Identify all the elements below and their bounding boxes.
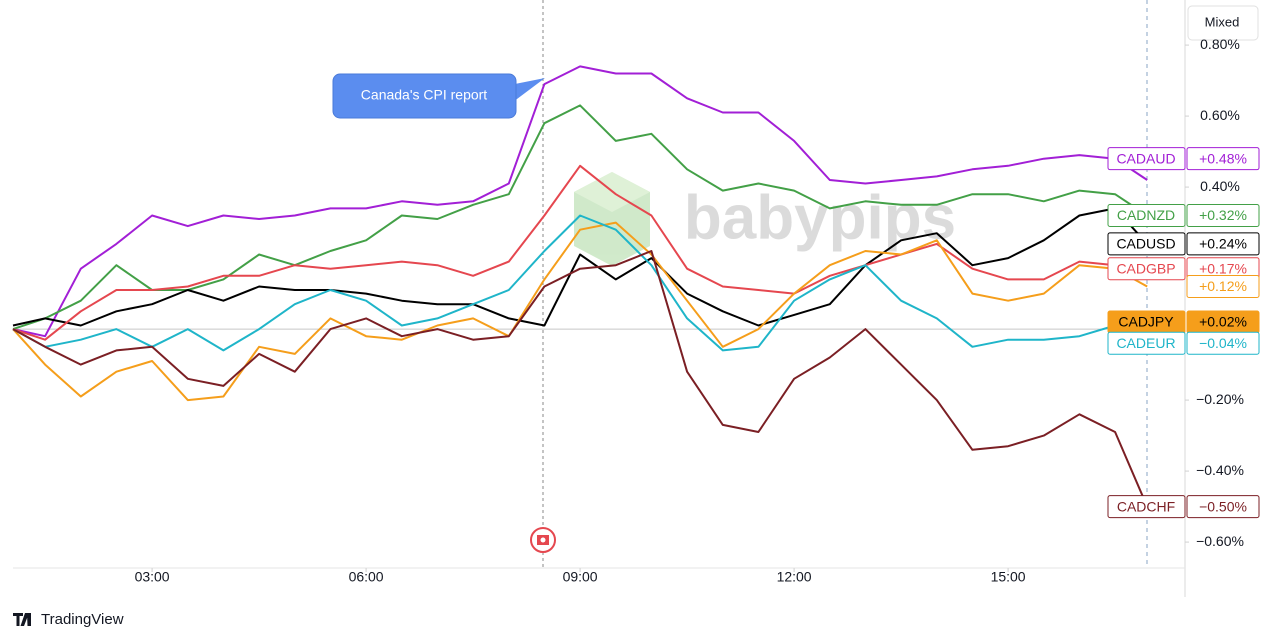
brand-logo [13,613,31,626]
badge-name: CADUSD [1116,236,1175,252]
scale-mode-button[interactable] [1187,5,1259,41]
series-line [12,104,1148,331]
badge-value-box [1186,274,1260,298]
callout-box [332,73,517,119]
x-tick-label: 09:00 [563,569,598,585]
scale-mode[interactable]: Mixed [1205,14,1240,29]
y-tick-label: 0.60% [1200,107,1240,123]
callout-text: Canada's CPI report [361,87,488,103]
badge-value-box [1186,203,1260,227]
badge-value: +0.32% [1199,207,1247,223]
badge-value: +0.02% [1199,314,1247,330]
plot-area [13,0,1185,568]
badge-name-box [1107,203,1186,227]
badge-value-box [1186,495,1260,519]
badge-name-box [1107,232,1186,256]
badge-name-box [1107,331,1186,355]
y-tick-label: −0.40% [1196,462,1244,478]
x-tick-label: 12:00 [777,569,812,585]
series-line [12,164,1148,341]
series-line [12,214,1148,352]
badge-value: −0.50% [1199,498,1247,514]
badge-name-box [1107,147,1186,171]
badge-value-box [1186,232,1260,256]
series-line [12,250,1149,507]
event-flag-leaf [540,537,546,543]
badge-value-box [1186,331,1260,355]
series-line [12,221,1148,402]
badge-name: CADEUR [1116,335,1175,351]
badge-value: +0.17% [1199,260,1247,276]
x-tick-label: 15:00 [991,569,1026,585]
badge-value: +0.12% [1199,278,1247,294]
badge-name-box [1107,257,1186,281]
badge-name: CADCHF [1117,498,1175,514]
series-line [12,65,1148,338]
badge-name: CADJPY [1118,314,1174,330]
y-tick-label: 0.80% [1200,36,1240,52]
y-tick-label: −0.60% [1196,533,1244,549]
x-tick-label: 03:00 [135,569,170,585]
badge-value: +0.24% [1199,236,1247,252]
badge-name: CADAUD [1116,150,1175,166]
series-group [12,65,1149,507]
badge-name-box [1107,495,1186,519]
badge-name: CADNZD [1117,207,1175,223]
badge-value: −0.04% [1199,335,1247,351]
badge-value-box [1186,147,1260,171]
x-tick-label: 06:00 [349,569,384,585]
series-line [12,207,1148,327]
y-tick-label: −0.20% [1196,391,1244,407]
badge-value: +0.48% [1199,150,1247,166]
watermark: babypips [684,183,956,252]
brand: TradingView [41,611,124,628]
y-tick-label: 0.40% [1200,178,1240,194]
badge-name: CADGBP [1116,260,1175,276]
